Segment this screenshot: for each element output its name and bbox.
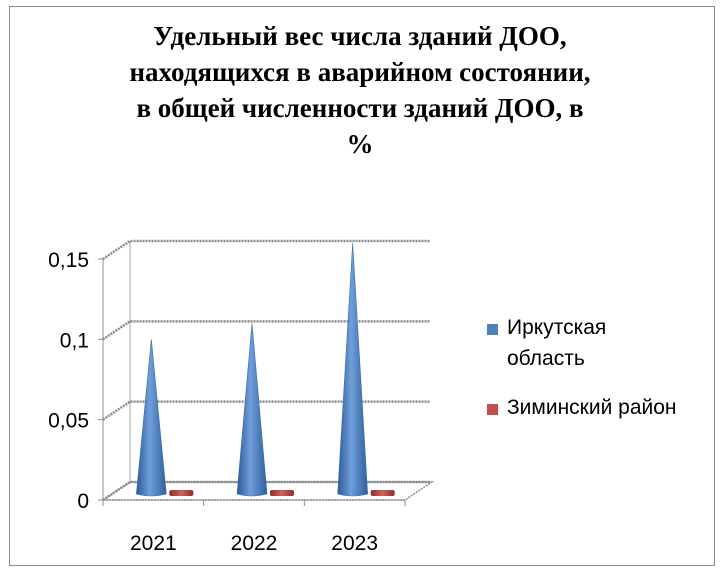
legend-swatch-irkutsk (487, 324, 498, 335)
chart-title-line-2: находящихся в аварийном состоянии, (129, 57, 591, 87)
x-tick-label: 2022 (231, 532, 278, 555)
y-tick-label: 0 (77, 490, 89, 513)
bar-zima (169, 490, 194, 496)
legend-label-irkutsk-line-1: Иркутская (507, 316, 607, 339)
gridlines (102, 239, 430, 502)
legend: Иркутская область Зиминский район (487, 312, 677, 423)
bar-irkutsk (136, 339, 167, 497)
chart-title-line-4: % (346, 129, 374, 159)
y-axis-ticks: 0 0,05 0,1 0,15 (48, 249, 104, 513)
y-tick-label: 0,1 (60, 329, 89, 352)
back-wall-edge (102, 241, 131, 501)
legend-label-irkutsk-line-2: область (507, 347, 585, 370)
x-tick-label: 2023 (331, 532, 378, 555)
x-axis-ticks: 2021 2022 2023 (102, 499, 406, 555)
legend-swatch-zima (487, 404, 498, 415)
gridline (102, 480, 430, 502)
legend-label-zima: Зиминский район (507, 396, 677, 419)
bar-irkutsk (236, 323, 268, 497)
legend-item-irkutsk: Иркутская область (487, 312, 677, 374)
bar-zima (370, 490, 395, 496)
gridline (102, 320, 430, 341)
bar-zima (270, 490, 294, 496)
chart-title-line-3: в общей численности зданий ДОО, в (136, 93, 584, 123)
gridline (102, 400, 430, 421)
chart-title: Удельный вес числа зданий ДОО, находящих… (60, 18, 660, 162)
y-tick-label: 0,05 (48, 410, 89, 433)
legend-item-zima: Зиминский район (487, 392, 677, 423)
gridline (102, 239, 430, 261)
bar-irkutsk (337, 242, 368, 497)
bars (136, 242, 395, 497)
chart-title-line-1: Удельный вес числа зданий ДОО, (153, 21, 567, 51)
x-tick-label: 2021 (130, 532, 177, 555)
y-tick-label: 0,15 (48, 249, 89, 272)
